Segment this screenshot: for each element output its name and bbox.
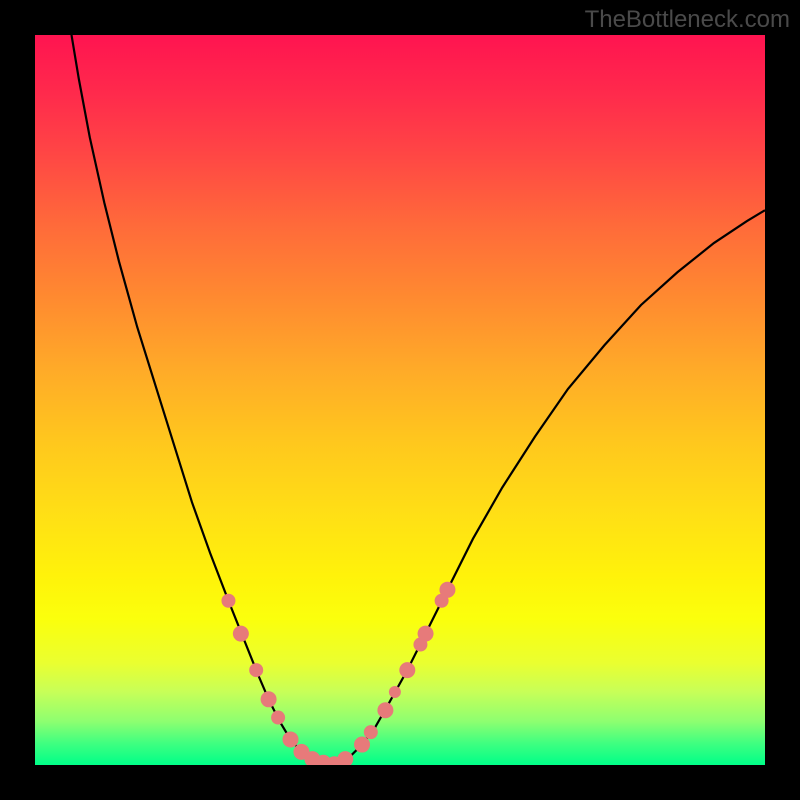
marker-point	[399, 662, 415, 678]
chart-container: TheBottleneck.com	[0, 0, 800, 800]
marker-point	[233, 626, 249, 642]
right-curve	[331, 210, 765, 765]
marker-points	[221, 582, 455, 765]
marker-point	[364, 725, 378, 739]
marker-point	[418, 626, 434, 642]
watermark-text: TheBottleneck.com	[585, 6, 790, 34]
marker-point	[283, 731, 299, 747]
marker-point	[261, 691, 277, 707]
marker-point	[337, 751, 353, 765]
marker-point	[389, 686, 401, 698]
marker-point	[221, 594, 235, 608]
plot-area	[35, 35, 765, 765]
marker-point	[271, 711, 285, 725]
marker-point	[249, 663, 263, 677]
left-curve	[72, 35, 331, 765]
curve-layer	[35, 35, 765, 765]
marker-point	[354, 737, 370, 753]
marker-point	[377, 702, 393, 718]
marker-point	[439, 582, 455, 598]
